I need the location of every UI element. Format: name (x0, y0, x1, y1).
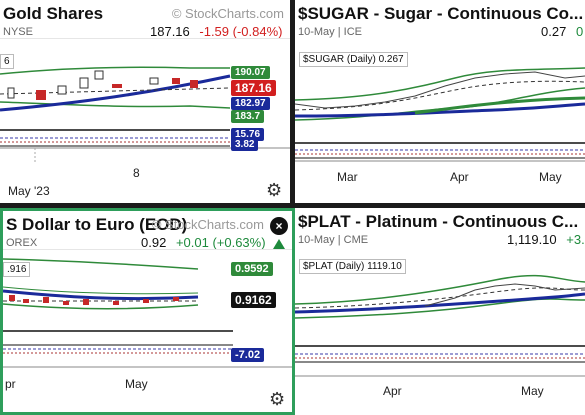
x-axis-label: May (539, 170, 562, 184)
exchange-label: 10-May | CME (298, 234, 369, 246)
price-change: +3. (566, 232, 585, 247)
gear-icon[interactable]: ⚙ (266, 180, 283, 200)
price-tag: -7.02 (231, 348, 265, 362)
price-tag: 182.97 (231, 97, 270, 110)
price-change: -1.59 (-0.84%) (199, 24, 283, 39)
price-chart (0, 38, 290, 163)
price-row: 0.27 0 (541, 24, 583, 39)
price-change: 0 (575, 24, 584, 39)
exchange-label: OREX (6, 237, 38, 249)
price-value: 187.16 (150, 24, 190, 39)
panel-title: Gold Shares (3, 4, 104, 23)
chart-area[interactable]: .916 0.9592 0.9162 -7.02 pr May ⚙ (3, 249, 292, 412)
price-row: 1,119.10 +3. (507, 232, 585, 247)
x-axis-label: Mar (337, 170, 358, 184)
panel-title: $SUGAR - Sugar - Continuous Co... (298, 4, 584, 23)
price-value: 0.92 (141, 235, 167, 250)
panel-title: $PLAT - Platinum - Continuous C... (298, 212, 579, 231)
x-axis-label: 8 (133, 166, 140, 180)
panel-header: $PLAT - Platinum - Continuous C... 10-Ma… (295, 208, 585, 247)
price-tag: 187.16 (231, 80, 276, 96)
close-icon[interactable]: × (270, 217, 288, 235)
price-value: 0.27 (541, 24, 567, 39)
x-axis-label: Apr (383, 384, 402, 398)
price-chart (295, 67, 585, 162)
price-tag: 0.9162 (231, 292, 276, 308)
chart-panel-usdeur[interactable]: S Dollar to Euro (EOD) © StockCharts.com… (0, 208, 295, 415)
chart-legend: .916 (3, 262, 31, 277)
x-axis-label: Apr (450, 170, 469, 184)
price-change: +0.01 (+0.63%) (175, 235, 266, 250)
chart-area[interactable]: $PLAT (Daily) 1119.10 Apr May (295, 246, 585, 415)
chart-panel-sugar[interactable]: $SUGAR - Sugar - Continuous Co... 10-May… (295, 0, 585, 203)
chart-legend: $PLAT (Daily) 1119.10 (299, 259, 406, 274)
chart-panel-platinum[interactable]: $PLAT - Platinum - Continuous C... 10-Ma… (295, 208, 585, 415)
x-axis-label: May (521, 384, 544, 398)
panel-header: S Dollar to Euro (EOD) © StockCharts.com… (3, 211, 292, 250)
price-tag: 15.76 (231, 128, 265, 141)
gear-icon[interactable]: ⚙ (269, 389, 286, 409)
x-axis-label: May '23 (8, 184, 50, 198)
chart-legend: $SUGAR (Daily) 0.267 (299, 52, 408, 67)
x-axis-label: May (125, 377, 148, 391)
price-row: 187.16 -1.59 (-0.84%) (150, 24, 290, 39)
panel-title: S Dollar to Euro (EOD) (6, 215, 188, 234)
chart-legend: 6 (0, 54, 14, 69)
exchange-label: 10-May | ICE (298, 26, 362, 38)
chart-panel-gold[interactable]: Gold Shares © StockCharts.com NYSE 187.1… (0, 0, 290, 203)
exchange-label: NYSE (3, 26, 33, 38)
x-axis-label: pr (5, 377, 16, 391)
up-arrow-icon (273, 238, 286, 249)
price-tag: 3.82 (231, 138, 259, 151)
panel-header: Gold Shares © StockCharts.com NYSE 187.1… (0, 0, 290, 39)
brand-label: © StockCharts.com (151, 217, 264, 232)
price-chart (3, 249, 292, 368)
brand-label: © StockCharts.com (171, 6, 284, 21)
price-row: 0.92 +0.01 (+0.63%) (141, 235, 286, 250)
price-chart (295, 274, 585, 377)
price-tag: 183.7 (231, 110, 265, 123)
panel-header: $SUGAR - Sugar - Continuous Co... 10-May… (295, 0, 585, 39)
chart-area[interactable]: $SUGAR (Daily) 0.267 Mar Apr May (295, 38, 585, 203)
chart-area[interactable]: 6 190.07 187.16 182.97 183.7 15.76 3.82 … (0, 38, 290, 203)
price-tag: 190.07 (231, 66, 270, 79)
price-tag: 0.9592 (231, 262, 273, 276)
price-value: 1,119.10 (507, 232, 557, 247)
